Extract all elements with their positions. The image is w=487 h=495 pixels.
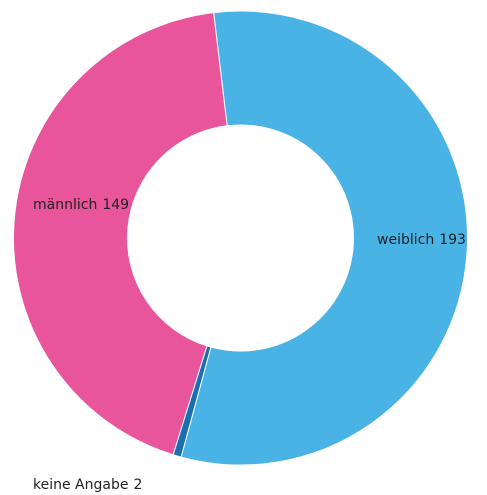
slice-label-value: 149 [102, 197, 129, 213]
donut-slice [13, 12, 228, 456]
slice-label: keine Angabe 2 [33, 477, 142, 493]
donut-slice [180, 10, 468, 466]
slice-label: männlich 149 [33, 197, 129, 213]
slice-label-value: 2 [133, 477, 142, 493]
slice-label-name: männlich [33, 197, 97, 213]
slice-label-value: 193 [439, 232, 466, 248]
slice-label-name: weiblich [377, 232, 434, 248]
slice-label: weiblich 193 [377, 232, 466, 248]
slice-label-name: keine Angabe [33, 477, 128, 493]
